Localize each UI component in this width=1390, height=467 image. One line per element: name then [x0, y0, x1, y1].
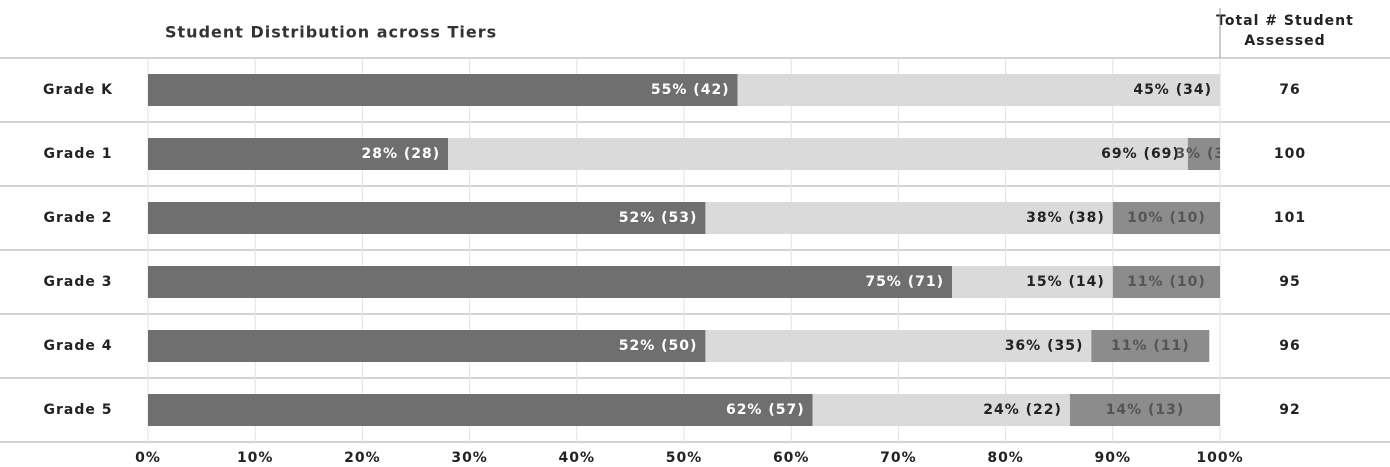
- y-tick-label: Grade 4: [44, 338, 113, 354]
- y-tick-label: Grade 1: [44, 146, 113, 162]
- x-tick-label: 80%: [987, 450, 1024, 466]
- data-label: 38% (38): [1026, 210, 1105, 226]
- y-tick-label: Grade 3: [44, 274, 113, 290]
- data-label: 24% (22): [983, 402, 1062, 418]
- data-label: 11% (10): [1127, 274, 1206, 290]
- bar-segment: [952, 266, 1113, 298]
- data-label: 11% (11): [1111, 338, 1190, 354]
- totals-header: Assessed: [1244, 33, 1325, 49]
- x-tick-label: 90%: [1095, 450, 1132, 466]
- bar-segment: [148, 394, 813, 426]
- bar-segment: [1069, 394, 1220, 426]
- bar-segment: [148, 138, 449, 170]
- x-tick-label: 10%: [237, 450, 274, 466]
- total-value: 76: [1279, 82, 1300, 98]
- bar-segment: [148, 266, 952, 298]
- bar-segment: [1112, 266, 1220, 298]
- data-label: 36% (35): [1005, 338, 1084, 354]
- x-tick-label: 50%: [666, 450, 703, 466]
- x-tick-label: 60%: [773, 450, 810, 466]
- data-label: 45% (34): [1133, 82, 1212, 98]
- x-tick-label: 30%: [451, 450, 488, 466]
- y-tick-label: Grade K: [43, 82, 113, 98]
- data-label: 52% (50): [619, 338, 698, 354]
- x-tick-label: 40%: [559, 450, 596, 466]
- data-label: 55% (42): [651, 82, 730, 98]
- bar-segment: [448, 138, 1188, 170]
- total-value: 101: [1274, 210, 1306, 226]
- bar-segment: [148, 330, 706, 362]
- bars: 55% (42) 45% (34) 28% (28) 69% (69)3% (3) 52…: [148, 74, 1232, 426]
- data-label: 52% (53): [619, 210, 698, 226]
- totals-header: Total # Student: [1216, 13, 1354, 29]
- x-tick-label: 20%: [344, 450, 381, 466]
- total-value: 96: [1279, 338, 1300, 354]
- x-tick-label: 70%: [880, 450, 917, 466]
- x-tick-label: 0%: [135, 450, 161, 466]
- data-label: 69% (69): [1101, 146, 1180, 162]
- bar-segment: [148, 74, 738, 106]
- data-label: 28% (28): [361, 146, 440, 162]
- data-label: 62% (57): [726, 402, 805, 418]
- bar-segment: [1091, 330, 1210, 362]
- bar-segment: [1112, 202, 1220, 234]
- total-value: 92: [1279, 402, 1300, 418]
- data-label: 75% (71): [865, 274, 944, 290]
- y-tick-label: Grade 2: [44, 210, 113, 226]
- data-label: 10% (10): [1127, 210, 1206, 226]
- data-label: 15% (14): [1026, 274, 1105, 290]
- y-tick-label: Grade 5: [44, 402, 113, 418]
- bar-segment: [148, 202, 706, 234]
- x-tick-label: 100%: [1196, 450, 1243, 466]
- data-label: 3% (3): [1175, 146, 1232, 162]
- data-label: 14% (13): [1106, 402, 1185, 418]
- chart-title: Student Distribution across Tiers: [165, 23, 497, 42]
- bar-segment: [705, 202, 1113, 234]
- bar-segment: [737, 74, 1220, 106]
- bar-segment: [1187, 138, 1220, 170]
- total-value: 100: [1274, 146, 1306, 162]
- total-value: 95: [1279, 274, 1300, 290]
- bar-segment: [812, 394, 1070, 426]
- bar-segment: [705, 330, 1092, 362]
